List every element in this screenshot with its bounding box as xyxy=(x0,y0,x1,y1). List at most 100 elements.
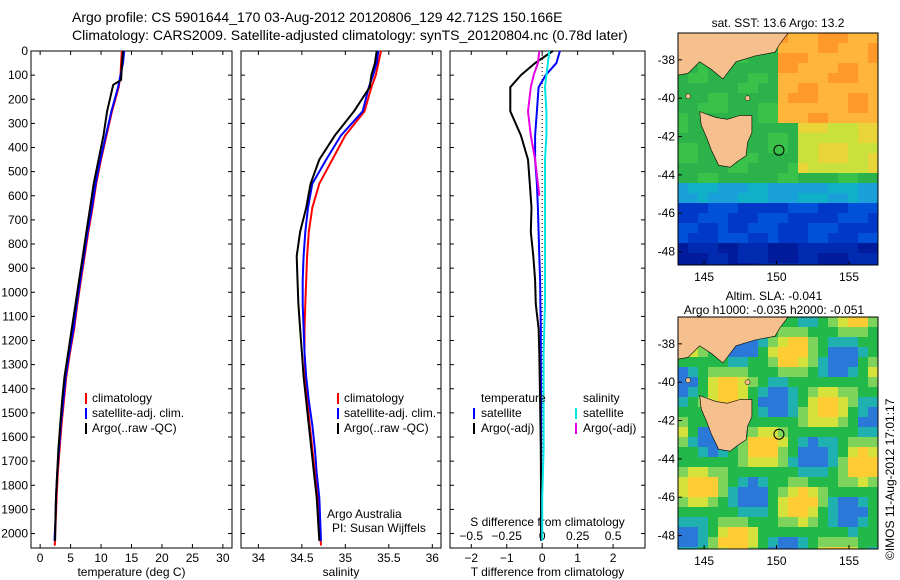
map-cell xyxy=(678,133,688,143)
map-cell xyxy=(768,93,778,103)
map-cell xyxy=(858,337,868,347)
map-cell xyxy=(738,93,748,103)
lon-tick-label: 145 xyxy=(694,270,714,284)
map-cell xyxy=(678,537,688,547)
lon-tick-label: 145 xyxy=(694,554,714,568)
map-cell xyxy=(708,437,718,447)
map-cell xyxy=(798,143,808,153)
map-cell xyxy=(828,547,838,549)
map-cell xyxy=(788,233,798,243)
map-cell xyxy=(808,377,818,387)
map-cell xyxy=(788,337,798,347)
map-cell xyxy=(748,377,758,387)
map-cell xyxy=(738,173,748,183)
map-cell xyxy=(838,83,848,93)
map-cell xyxy=(868,143,878,153)
map-cell xyxy=(838,437,848,447)
map-cell xyxy=(798,213,808,223)
map-cell xyxy=(858,163,868,173)
map-cell xyxy=(718,163,728,173)
map-cell xyxy=(838,253,848,263)
map-cell xyxy=(808,527,818,537)
map-cell xyxy=(788,133,798,143)
map-cell xyxy=(858,233,868,243)
map-cell xyxy=(828,317,838,327)
map-cell xyxy=(698,243,708,253)
map-cell xyxy=(698,517,708,527)
legend-label: satellite-adj. clim. xyxy=(344,406,436,420)
map-cell xyxy=(698,163,708,173)
map-cell xyxy=(828,487,838,497)
map-cell xyxy=(858,477,868,487)
map-cell xyxy=(788,243,798,253)
map-cell xyxy=(858,507,868,517)
map-cell xyxy=(758,153,768,163)
map-cell xyxy=(828,93,838,103)
map-cell xyxy=(848,387,858,397)
map-cell xyxy=(788,203,798,213)
map-cell xyxy=(838,223,848,233)
map-cell xyxy=(768,427,778,437)
map-cell xyxy=(748,83,758,93)
map-cell xyxy=(828,517,838,527)
map-cell xyxy=(678,457,688,467)
map-cell xyxy=(678,243,688,253)
map-cell xyxy=(818,253,828,263)
map-cell xyxy=(868,467,878,477)
map-cell xyxy=(848,467,858,477)
map-cell xyxy=(848,53,858,63)
map-cell xyxy=(698,213,708,223)
map-cell xyxy=(818,317,828,327)
map-cell xyxy=(698,467,708,477)
map-cell xyxy=(818,53,828,63)
map-cell xyxy=(838,103,848,113)
map-cell xyxy=(728,93,738,103)
map-cell xyxy=(788,213,798,223)
map-cell xyxy=(708,387,718,397)
map-cell xyxy=(848,427,858,437)
map-cell xyxy=(778,53,788,63)
x-tick-label: 35.5 xyxy=(377,551,401,565)
map-cell xyxy=(868,93,878,103)
map-cell xyxy=(768,337,778,347)
map-cell xyxy=(838,397,848,407)
map-cell xyxy=(798,467,808,477)
map-cell xyxy=(828,123,838,133)
map-cell xyxy=(838,367,848,377)
map-cell xyxy=(798,163,808,173)
map-cell xyxy=(848,357,858,367)
mainland-shape xyxy=(678,317,789,364)
map-cell xyxy=(728,357,738,367)
map-cell xyxy=(748,427,758,437)
map-cell xyxy=(728,387,738,397)
map-cell xyxy=(788,477,798,487)
map-cell xyxy=(688,457,698,467)
x-axis-label: salinity xyxy=(323,565,360,579)
map-cell xyxy=(688,507,698,517)
x-axis-label: temperature (deg C) xyxy=(77,565,185,579)
map-cell xyxy=(788,173,798,183)
map-cell xyxy=(838,317,848,327)
map-cell xyxy=(808,53,818,63)
lon-tick-label: 155 xyxy=(839,270,859,284)
map-cell xyxy=(758,173,768,183)
map-cell xyxy=(838,193,848,203)
map-cell xyxy=(768,223,778,233)
map-cell xyxy=(868,357,878,367)
map-cell xyxy=(868,203,878,213)
map-cell xyxy=(828,253,838,263)
map-cell xyxy=(808,397,818,407)
map-cell xyxy=(768,73,778,83)
map-cell xyxy=(688,447,698,457)
map-cell xyxy=(868,103,878,113)
map-cell xyxy=(718,367,728,377)
map-cell xyxy=(788,427,798,437)
x-axis-label: T difference from climatology xyxy=(471,565,625,579)
map-cell xyxy=(748,93,758,103)
map-cell xyxy=(758,417,768,427)
map-cell xyxy=(778,133,788,143)
depth-tick-label: 600 xyxy=(8,189,28,203)
map-cell xyxy=(688,223,698,233)
map-cell xyxy=(788,53,798,63)
map-cell xyxy=(858,263,868,265)
